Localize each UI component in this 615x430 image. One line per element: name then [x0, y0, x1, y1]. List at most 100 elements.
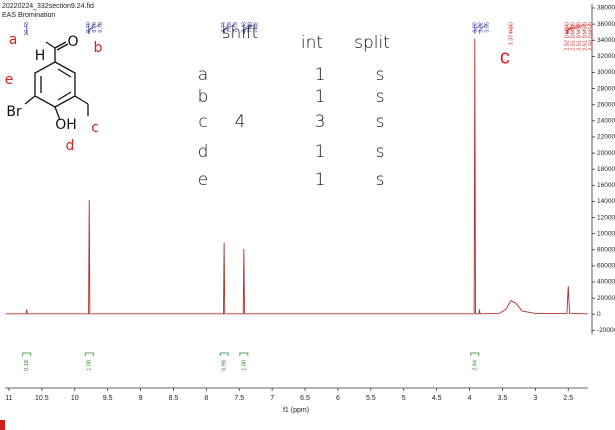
peak-label: 9.78 — [98, 22, 104, 33]
y-tick-label: 3200000 — [597, 53, 615, 60]
peak-label: 3.92 — [472, 22, 478, 33]
note-header: shift — [222, 23, 259, 43]
peak-label-connector — [223, 23, 236, 31]
structure-label: d — [66, 138, 75, 154]
y-tick-label: 200000 — [597, 295, 615, 302]
note-split: s — [376, 87, 385, 107]
y-tick-label: 3600000 — [597, 21, 615, 28]
x-tick-label: 10.5 — [35, 395, 49, 402]
peak-label-connector — [567, 23, 574, 31]
peak-label-connector — [89, 23, 95, 31]
peak-label: 10.73 — [24, 22, 30, 36]
y-tick-label: 2000000 — [597, 150, 615, 157]
peak-label: 7.43 — [241, 22, 247, 33]
note-row-label: c — [198, 112, 207, 132]
x-tick-label: 3.5 — [498, 395, 508, 402]
note-int: 1 — [315, 87, 326, 107]
x-tick-label: 2.5 — [563, 395, 573, 402]
y-tick-label: 3800000 — [597, 5, 615, 12]
peak-label-connector — [479, 23, 488, 31]
peak-label-connector — [567, 23, 586, 31]
integral-bracket — [219, 352, 229, 356]
note-shift: 4 — [235, 112, 246, 132]
note-header: split — [354, 33, 390, 53]
x-tick-label: 10 — [71, 395, 79, 402]
peak-label: 2.52 DMSO — [564, 21, 570, 50]
x-tick-label: 4.5 — [432, 395, 442, 402]
chart-title: 20220224_332section9.24.fid — [2, 3, 94, 10]
integral-label: 1.00 — [241, 360, 247, 371]
x-tick-label: 7.5 — [234, 395, 244, 402]
peak-label: 3.92 — [478, 22, 484, 33]
x-tick-label: 7 — [270, 395, 274, 402]
peak-label: 9.78 — [92, 22, 98, 33]
integral-bracket — [22, 352, 32, 356]
note-row-label: d — [198, 142, 209, 162]
x-tick-label: 5.5 — [366, 395, 376, 402]
y-tick-label: 1400000 — [597, 198, 615, 205]
integral-label: 1.00 — [87, 360, 93, 371]
peak-label: 7.73 — [233, 22, 239, 33]
peak-label: 2.50 DMSO — [588, 21, 594, 50]
note-split: s — [376, 142, 385, 162]
y-tick-label: 800000 — [597, 247, 615, 254]
x-tick-label: 8.5 — [169, 395, 179, 402]
y-tick-label: 1800000 — [597, 166, 615, 173]
note-int: 1 — [315, 142, 326, 162]
x-tick-label: 11 — [5, 395, 12, 402]
integral-label: 2.94 — [472, 360, 478, 371]
y-tick-label: 400000 — [597, 279, 615, 286]
y-tick-label: 2400000 — [597, 118, 615, 125]
note-int: 1 — [315, 65, 326, 85]
note-row-label: b — [198, 87, 209, 107]
peak-annotation: c — [500, 46, 510, 68]
y-tick-label: 1600000 — [597, 182, 615, 189]
y-tick-label: 2200000 — [597, 134, 615, 141]
y-tick-label: 600000 — [597, 263, 615, 270]
note-row-label: e — [198, 170, 208, 190]
y-tick-label: 2600000 — [597, 101, 615, 108]
peak-label: 3.37 H2O — [508, 21, 514, 45]
x-tick-label: 3 — [533, 395, 537, 402]
peak-label-connector — [474, 23, 482, 31]
note-split: s — [376, 170, 385, 190]
integral-bracket — [84, 352, 94, 356]
x-tick-label: 5 — [402, 395, 406, 402]
peak-label: 9.79 — [86, 22, 92, 33]
integral-bracket — [239, 352, 249, 356]
peak-label-connector — [243, 23, 251, 31]
integral-label: 0.18 — [24, 360, 30, 371]
x-tick-label: 4 — [468, 395, 472, 402]
y-tick-label: 1000000 — [597, 230, 615, 237]
structure-label: a — [9, 32, 18, 48]
peak-label-connector — [223, 23, 230, 31]
structure-label: c — [91, 120, 99, 136]
structure — [24, 41, 89, 121]
x-axis-label: f1 (ppm) — [283, 407, 309, 414]
peak-label: 7.42 — [253, 22, 259, 33]
peak-label: 7.74 — [221, 22, 227, 33]
structure-label: Br — [6, 104, 22, 120]
note-header: int — [301, 33, 323, 53]
structure-label: b — [94, 40, 103, 56]
corner-mark — [0, 420, 5, 430]
structure-label: H — [35, 48, 46, 64]
chart-subtitle: EAS Bromination — [2, 12, 55, 19]
y-tick-label: -200000 — [597, 327, 615, 334]
structure-label: O — [67, 34, 78, 50]
peak-label: 3.85 — [484, 22, 490, 33]
peak-label: 2.51 DMSO — [576, 21, 582, 50]
x-tick-label: 6 — [336, 395, 340, 402]
y-tick-label: 1200000 — [597, 214, 615, 221]
y-tick-label: 0 — [597, 311, 601, 318]
peak-label-connector — [89, 23, 101, 31]
y-tick-label: 2800000 — [597, 85, 615, 92]
note-int: 1 — [315, 170, 326, 190]
x-tick-label: 9 — [139, 395, 143, 402]
note-split: s — [376, 65, 385, 85]
peak-label: 2.51 DMSO — [582, 21, 588, 50]
x-tick-label: 6.5 — [300, 395, 310, 402]
peak-label: 7.43 — [247, 22, 253, 33]
x-tick-label: 9.5 — [103, 395, 113, 402]
